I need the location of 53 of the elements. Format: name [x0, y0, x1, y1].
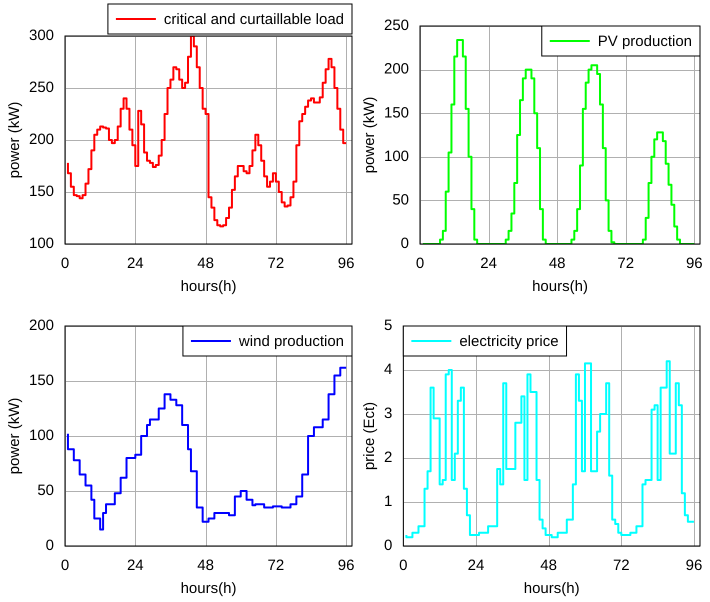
y-tick-label: 3: [384, 405, 392, 422]
x-tick-label: 72: [617, 255, 634, 272]
y-tick-label: 300: [28, 27, 54, 44]
x-tick-label: 96: [686, 557, 702, 574]
legend-label: wind production: [238, 333, 344, 350]
y-tick-label: 100: [28, 427, 54, 444]
y-tick-label: 2: [384, 449, 392, 466]
y-tick-label: 1: [384, 493, 392, 510]
y-tick-label: 0: [384, 537, 392, 554]
x-tick-label: 48: [540, 557, 557, 574]
x-axis-title: hours(h): [180, 278, 236, 296]
y-tick-label: 250: [28, 79, 54, 96]
x-tick-label: 72: [268, 255, 284, 272]
x-tick-label: 24: [480, 255, 497, 272]
x-axis-title: hours(h): [180, 580, 236, 598]
y-tick-label: 50: [392, 192, 410, 209]
y-tick-label: 4: [384, 361, 392, 378]
y-axis-title: power (kW): [6, 102, 24, 178]
y-tick-label: 50: [37, 482, 54, 500]
y-tick-label: 100: [28, 235, 54, 252]
x-tick-label: 0: [60, 255, 70, 272]
x-tick-label: 96: [686, 255, 703, 272]
y-tick-label: 0: [46, 537, 54, 554]
y-tick-label: 200: [28, 131, 54, 148]
legend-label: PV production: [598, 33, 692, 50]
y-tick-label: 100: [384, 148, 410, 165]
y-tick-label: 250: [384, 17, 410, 34]
y-tick-label: 200: [384, 60, 410, 78]
x-axis-title: hours(h): [532, 278, 588, 296]
legend-label: critical and curtaillable load: [164, 11, 344, 28]
x-tick-label: 72: [268, 557, 284, 574]
x-tick-label: 24: [126, 255, 144, 272]
y-tick-label: 200: [28, 317, 54, 334]
y-tick-label: 5: [384, 317, 392, 334]
x-tick-label: 48: [548, 255, 566, 272]
y-axis-title: price (Ect): [361, 402, 378, 470]
legend-label: electricity price: [459, 333, 559, 350]
y-tick-label: 150: [28, 183, 54, 200]
x-tick-label: 48: [197, 557, 214, 574]
y-tick-label: 0: [400, 235, 410, 252]
x-axis-title: hours(h): [524, 580, 580, 598]
y-tick-label: 150: [28, 372, 54, 390]
x-tick-label: 0: [60, 557, 70, 574]
x-tick-label: 0: [416, 255, 424, 272]
x-tick-label: 72: [612, 557, 630, 574]
y-axis-title: power (kW): [6, 398, 24, 474]
y-axis-title: power (kW): [361, 96, 378, 174]
x-tick-label: 48: [197, 255, 214, 272]
x-tick-label: 24: [126, 557, 144, 574]
x-tick-label: 96: [338, 557, 354, 574]
y-tick-label: 150: [384, 104, 410, 122]
x-tick-label: 96: [338, 255, 354, 272]
x-tick-label: 24: [468, 557, 484, 574]
